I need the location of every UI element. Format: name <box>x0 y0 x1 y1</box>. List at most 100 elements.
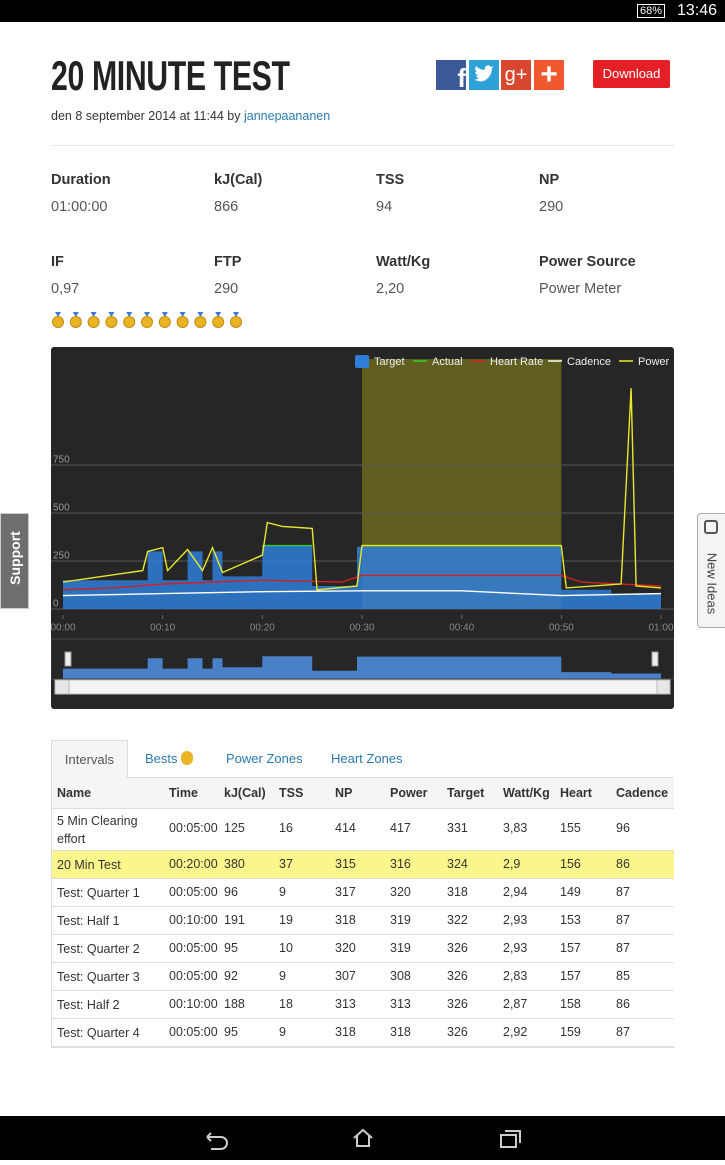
recent-button[interactable] <box>500 1130 521 1148</box>
table-cell: 9 <box>279 885 286 899</box>
table-cell: 380 <box>224 857 245 871</box>
meta-line: den 8 september 2014 at 11:44 by jannepa… <box>51 109 330 123</box>
home-button[interactable] <box>353 1128 373 1147</box>
share-google[interactable]: g+ <box>501 60 531 90</box>
table-cell: 86 <box>616 857 630 871</box>
table-cell: 00:10:00 <box>169 997 218 1011</box>
table-cell: 153 <box>560 913 581 927</box>
navigator-handle[interactable] <box>64 651 72 667</box>
stat-label: TSS <box>376 172 405 188</box>
table-row[interactable]: Test: Half 2 00:10:00 188 18 313 313 326 2,87 15… <box>52 990 674 1018</box>
column-header: Power <box>390 786 428 800</box>
table-cell: Test: Half 1 <box>57 914 120 928</box>
x-tick-label: 01:00 <box>648 623 673 634</box>
table-cell: 00:20:00 <box>169 857 218 871</box>
table-cell: 155 <box>560 821 581 835</box>
column-header: Heart <box>560 786 592 800</box>
scrollbar-thumb <box>68 679 658 695</box>
table-cell: 157 <box>560 969 581 983</box>
navigator-area <box>63 656 661 679</box>
stat-label: Duration <box>51 172 111 188</box>
intervals-table: Name Time kJ(Cal) TSS NP Power Target Watt/Kg He… <box>51 778 674 1048</box>
tab[interactable]: Bests <box>145 751 178 766</box>
column-header: Watt/Kg <box>503 786 550 800</box>
table-cell: 149 <box>560 885 581 899</box>
table-cell: 320 <box>335 941 356 955</box>
back-button[interactable] <box>206 1132 228 1150</box>
table-cell: 188 <box>224 997 245 1011</box>
navigator-handle[interactable] <box>651 651 659 667</box>
clock: 13:46 <box>676 2 717 19</box>
table-cell: 326 <box>447 941 468 955</box>
table-row[interactable]: 20 Min Test 00:20:00 380 37 315 316 324 2,9 156 8… <box>52 850 674 878</box>
table-cell: Test: Quarter 4 <box>57 1026 140 1040</box>
table-cell: 87 <box>616 913 630 927</box>
table-cell: 16 <box>279 821 293 835</box>
table-cell: 316 <box>390 857 411 871</box>
table-cell: 158 <box>560 997 581 1011</box>
stat-label: kJ(Cal) <box>214 172 263 188</box>
table-cell: 2,9 <box>503 857 521 871</box>
twitter-bird <box>473 65 494 82</box>
share-more[interactable]: + <box>534 60 564 90</box>
table-cell: 319 <box>390 913 411 927</box>
stat-value: 0,97 <box>51 281 80 297</box>
status-bar <box>0 0 725 22</box>
tab[interactable]: Heart Zones <box>331 751 403 766</box>
table-row[interactable]: Test: Quarter 4 00:05:00 95 9 318 318 326 2,92 1… <box>52 1018 674 1046</box>
download-button[interactable]: Download <box>593 60 670 88</box>
stat-value: Power Meter <box>539 281 622 297</box>
table-cell: 2,94 <box>503 885 528 899</box>
table-row[interactable]: Test: Quarter 3 00:05:00 92 9 307 308 326 2,83 1… <box>52 962 674 990</box>
table-cell: 331 <box>447 821 468 835</box>
table-cell: Test: Quarter 2 <box>57 942 140 956</box>
table-cell: 87 <box>616 1025 630 1039</box>
share-twitter[interactable] <box>469 60 499 90</box>
table-cell: 00:05:00 <box>169 969 218 983</box>
stat-value: 290 <box>214 281 239 297</box>
table-row[interactable]: Test: Half 1 00:10:00 191 19 318 319 322 2,93 15… <box>52 906 674 934</box>
table-cell: 318 <box>390 1025 411 1039</box>
y-tick-label: 500 <box>53 503 70 514</box>
table-cell: 9 <box>279 1025 286 1039</box>
table-cell: 322 <box>447 913 468 927</box>
medals <box>52 312 242 328</box>
page-title: 20 MINUTE TEST <box>51 52 290 99</box>
table-row[interactable]: Test: Quarter 2 00:05:00 95 10 320 319 326 2,93… <box>52 934 674 962</box>
table-row[interactable]: 5 Min Clearing effort 00:05:00 125 16 414 417… <box>52 808 674 850</box>
medal-row <box>51 312 251 328</box>
stat-label: FTP <box>214 254 242 270</box>
table-cell: 326 <box>447 969 468 983</box>
author-link[interactable]: jannepaananen <box>243 109 331 123</box>
table-cell: 324 <box>447 857 468 871</box>
table-cell: 308 <box>390 969 411 983</box>
series-line <box>62 590 662 597</box>
new-ideas-tab[interactable]: New Ideas <box>697 513 725 628</box>
table-cell: 2,93 <box>503 941 528 955</box>
support-tab[interactable]: Support <box>0 513 29 609</box>
stat-value: 2,20 <box>376 281 405 297</box>
column-header: Time <box>169 786 198 800</box>
table-cell: 157 <box>560 941 581 955</box>
column-header: NP <box>335 786 353 800</box>
table-row[interactable]: Test: Quarter 1 00:05:00 96 9 317 320 318 2,94 1… <box>52 878 674 906</box>
y-tick-label: 750 <box>53 455 70 466</box>
table-cell: 319 <box>390 941 411 955</box>
table-cell: 92 <box>224 969 238 983</box>
y-tick-label: 250 <box>53 551 70 562</box>
navigator-frame <box>51 638 674 680</box>
x-tick-label: 00:00 <box>51 623 76 634</box>
table-cell: 18 <box>279 997 293 1011</box>
tab[interactable]: Intervals <box>51 740 128 778</box>
table-cell: 315 <box>335 857 356 871</box>
share-facebook[interactable]: f <box>436 60 466 93</box>
table-cell: 159 <box>560 1025 581 1039</box>
tab[interactable]: Power Zones <box>226 751 303 766</box>
table-cell: 19 <box>279 913 293 927</box>
table-cell: 320 <box>390 885 411 899</box>
table-cell: 318 <box>447 885 468 899</box>
table-cell: 313 <box>390 997 411 1011</box>
new-ideas-label: New Ideas <box>704 552 720 615</box>
table-cell: 317 <box>335 885 356 899</box>
